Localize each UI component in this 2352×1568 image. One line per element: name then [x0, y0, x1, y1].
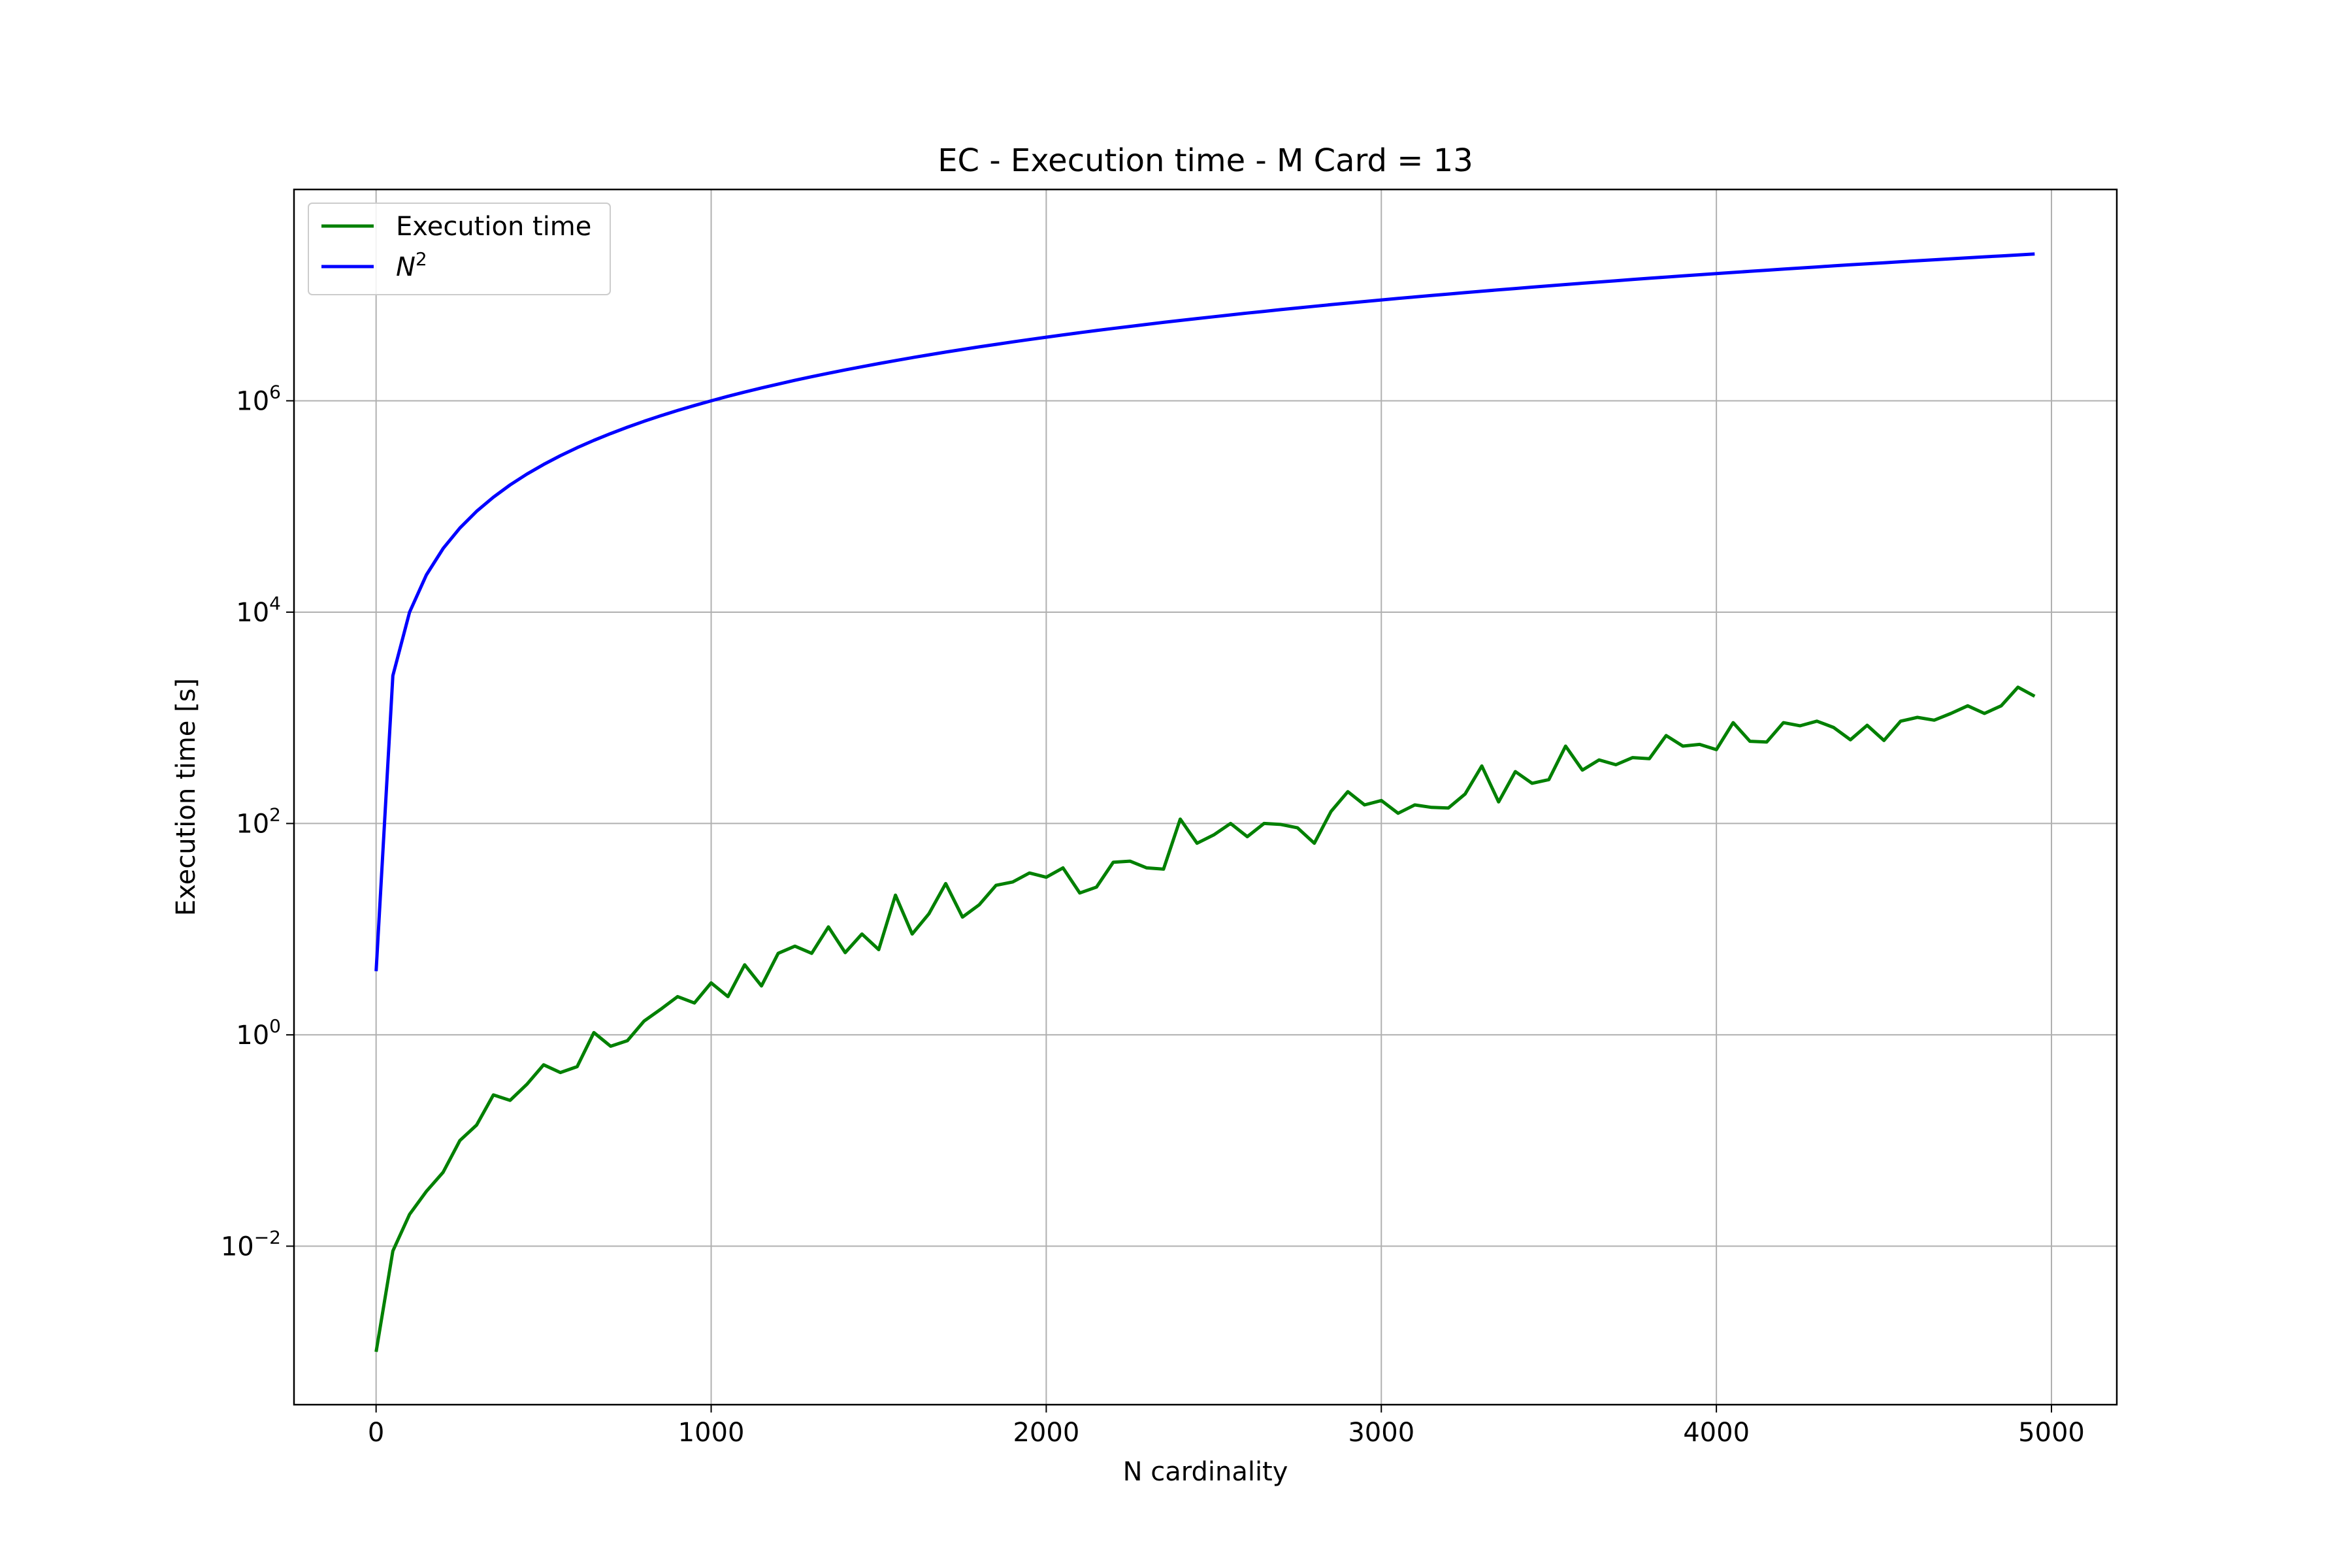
legend-label-n-squared-base: N	[396, 252, 416, 282]
x-tick-label: 0	[368, 1418, 384, 1448]
legend-label-n-squared-exp: 2	[416, 248, 427, 270]
x-tick-label: 3000	[1348, 1418, 1414, 1448]
x-tick-label: 4000	[1683, 1418, 1750, 1448]
x-tick-label: 5000	[2018, 1418, 2085, 1448]
y-axis-label: Execution time [s]	[171, 678, 201, 916]
x-tick-label: 2000	[1013, 1418, 1079, 1448]
legend: Execution time N2	[308, 203, 610, 295]
chart-title: EC - Execution time - M Card = 13	[938, 142, 1473, 179]
legend-label-execution-time: Execution time	[396, 212, 591, 242]
x-tick-label: 1000	[678, 1418, 745, 1448]
x-axis-label: N cardinality	[1123, 1457, 1288, 1487]
